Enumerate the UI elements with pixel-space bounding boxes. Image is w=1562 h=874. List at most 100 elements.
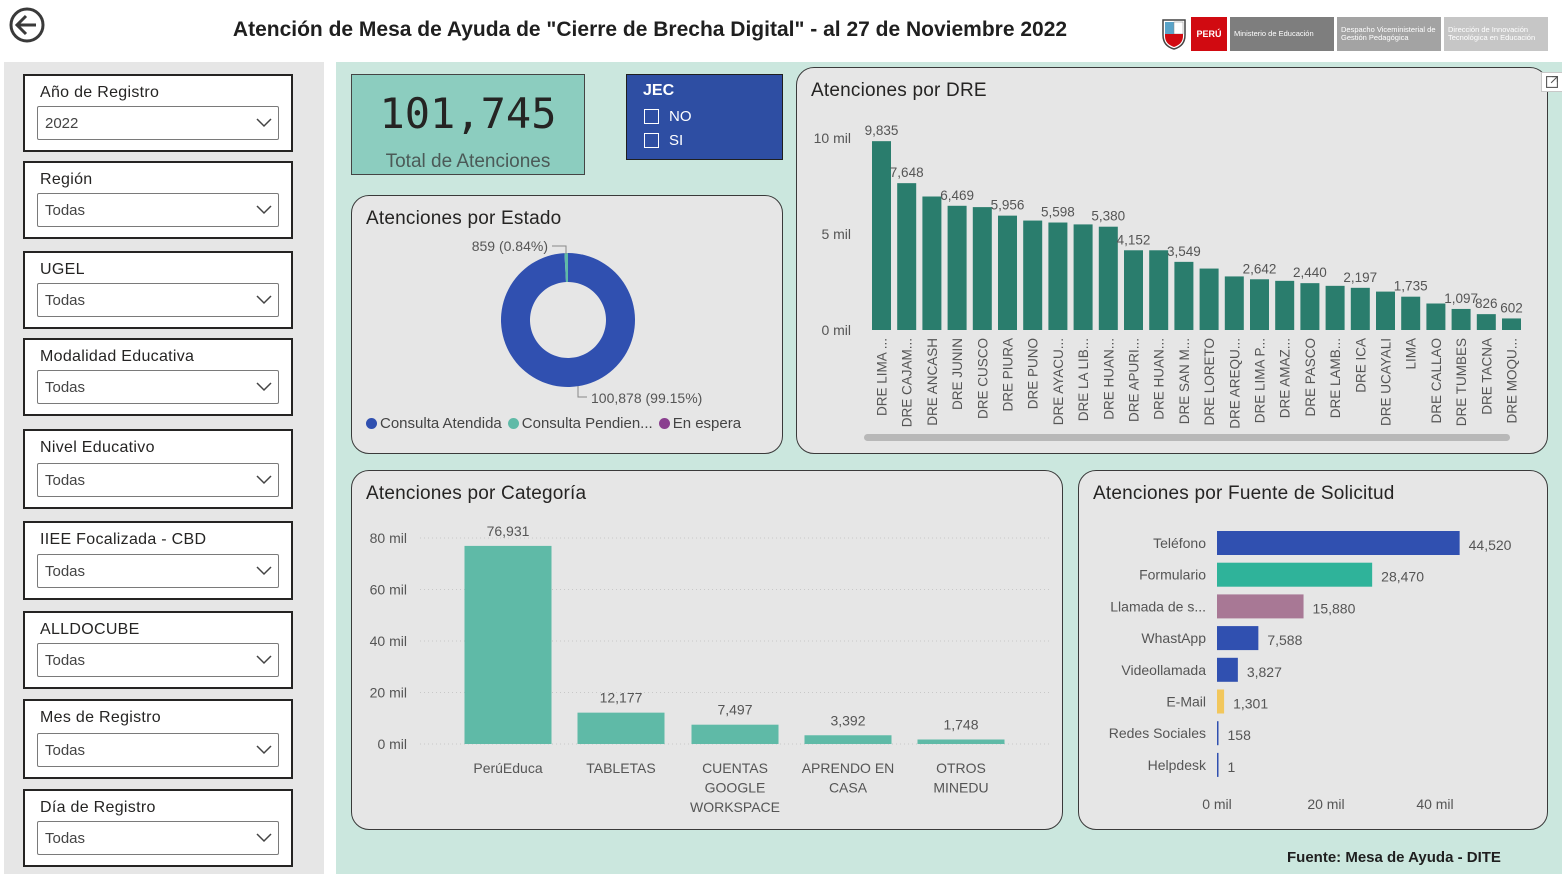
data-label: 2,642 <box>1243 261 1277 276</box>
donut-slice <box>500 253 635 387</box>
chart-title: Atenciones por Categoría <box>366 483 587 504</box>
chevron-down-icon <box>256 295 272 305</box>
jec-option-si[interactable]: SI <box>644 132 683 149</box>
x-tick-label: PerúEduca <box>473 760 542 776</box>
data-label: 1 <box>1228 759 1236 775</box>
y-tick-label: E-Mail <box>1166 694 1206 710</box>
legend-label: Consulta Pendien... <box>521 415 653 432</box>
dropdown-ugel[interactable]: Todas <box>37 283 279 317</box>
dropdown-dia-registro[interactable]: Todas <box>37 821 279 855</box>
chevron-down-icon <box>256 382 272 392</box>
x-tick-label: DRE CUSCO <box>975 338 990 419</box>
x-tick-label: DRE AMAZ... <box>1278 338 1293 418</box>
x-tick-label: DRE CALLAO <box>1429 338 1444 424</box>
leader-line <box>552 245 567 254</box>
x-tick-label: DRE TACNA <box>1479 338 1494 415</box>
dropdown-value: Todas <box>45 742 86 759</box>
chevron-down-icon <box>256 205 272 215</box>
legend-item[interactable]: En espera <box>658 415 741 432</box>
data-label: 44,520 <box>1469 537 1512 553</box>
kpi-card: 101,745 Total de Atenciones <box>351 74 585 175</box>
bar <box>1073 224 1093 330</box>
chevron-down-icon <box>256 745 272 755</box>
y-tick-label: 20 mil <box>370 685 407 701</box>
bar <box>1275 280 1295 330</box>
x-tick-label: CUENTAS <box>702 760 768 776</box>
data-label: 602 <box>1500 300 1523 315</box>
x-tick-label: 40 mil <box>1416 796 1453 812</box>
bar <box>804 735 892 744</box>
bar <box>1217 594 1304 619</box>
despacho-logo: Despacho Viceministerial de Gestión Peda… <box>1337 17 1441 51</box>
back-arrow-icon[interactable] <box>8 6 46 44</box>
dropdown-value: Todas <box>45 379 86 396</box>
x-tick-label: DRE SAN M... <box>1177 338 1192 424</box>
data-label: 7,497 <box>717 702 752 718</box>
page-title: Atención de Mesa de Ayuda de "Cierre de … <box>232 18 1068 41</box>
bar <box>1451 308 1471 330</box>
legend-item[interactable]: Consulta Atendida <box>366 415 502 432</box>
x-tick-label: DRE ICA <box>1353 338 1368 393</box>
dropdown-value: 2022 <box>45 115 79 132</box>
dropdown-nivel-educativo[interactable]: Todas <box>37 463 279 497</box>
data-label: 2,197 <box>1343 270 1377 285</box>
x-tick-label: GOOGLE <box>705 780 766 796</box>
x-tick-label: TABLETAS <box>586 760 656 776</box>
slicer-label: IIEE Focalizada - CBD <box>40 531 207 548</box>
checkbox[interactable] <box>644 109 659 124</box>
chart-legend: Consulta Atendida Consulta Pendien... En… <box>366 415 741 432</box>
kpi-value: 101,745 <box>379 89 557 138</box>
focus-mode-icon[interactable] <box>1541 72 1562 92</box>
filters-panel: Año de Registro 2022 Región Todas UGEL T… <box>4 62 324 874</box>
slicer-ugel: UGEL Todas <box>23 251 293 329</box>
data-label: 15,880 <box>1313 600 1356 616</box>
jec-option-no[interactable]: NO <box>644 108 692 125</box>
data-label: 5,380 <box>1091 209 1125 224</box>
dropdown-iiee-focalizada[interactable]: Todas <box>37 554 279 588</box>
chart-title: Atenciones por Fuente de Solicitud <box>1093 483 1395 504</box>
dropdown-value: Todas <box>45 292 86 309</box>
slicer-modalidad-educativa: Modalidad Educativa Todas <box>23 338 293 416</box>
legend-item[interactable]: Consulta Pendien... <box>507 415 653 432</box>
y-tick-label: 0 mil <box>377 736 407 752</box>
dropdown-alldocube[interactable]: Todas <box>37 643 279 677</box>
slicer-alldocube: ALLDOCUBE Todas <box>23 611 293 689</box>
donut-slice <box>564 253 568 283</box>
dropdown-ano-registro[interactable]: 2022 <box>37 106 279 140</box>
slicer-nivel-educativo: Nivel Educativo Todas <box>23 429 293 509</box>
bar <box>1217 531 1460 555</box>
minedu-logo: Ministerio de Educación <box>1230 17 1334 51</box>
bar <box>1199 268 1219 330</box>
bar <box>1023 220 1043 330</box>
donut-chart: 859 (0.84%) 100,878 (99.15%) <box>472 238 703 406</box>
horizontal-scrollbar <box>864 434 1510 441</box>
data-label: 1,735 <box>1394 279 1428 294</box>
data-label: 5,956 <box>991 198 1025 213</box>
chart-title: Atenciones por DRE <box>811 80 987 101</box>
chevron-down-icon <box>256 475 272 485</box>
fuente-chart-card: Atenciones por Fuente de Solicitud 0 mil… <box>1078 470 1548 830</box>
checkbox[interactable] <box>644 133 659 148</box>
legend-dot <box>507 418 519 429</box>
slicer-label: Año de Registro <box>40 84 160 101</box>
dropdown-value: Todas <box>45 563 86 580</box>
bar <box>922 196 942 330</box>
x-tick-label: DRE PUNO <box>1026 338 1041 409</box>
estado-chart-card: Atenciones por Estado 859 (0.84%) 100,878… <box>351 195 783 454</box>
data-label: 76,931 <box>487 523 530 539</box>
legend-dot <box>658 418 670 429</box>
data-label: 7,648 <box>890 165 924 180</box>
dropdown-mes-registro[interactable]: Todas <box>37 733 279 767</box>
leader-line <box>577 386 587 398</box>
x-tick-label: LIMA <box>1404 338 1419 370</box>
slicer-iiee-focalizada: IIEE Focalizada - CBD Todas <box>23 521 293 600</box>
x-tick-label: MINEDU <box>933 780 988 796</box>
dropdown-modalidad-educativa[interactable]: Todas <box>37 370 279 404</box>
data-label: 2,440 <box>1293 265 1327 280</box>
bar <box>917 739 1005 744</box>
x-tick-label: DRE LIMA P... <box>1253 338 1268 423</box>
chevron-down-icon <box>256 833 272 843</box>
bar <box>1149 250 1169 330</box>
bar <box>1300 283 1320 330</box>
dropdown-region[interactable]: Todas <box>37 193 279 227</box>
